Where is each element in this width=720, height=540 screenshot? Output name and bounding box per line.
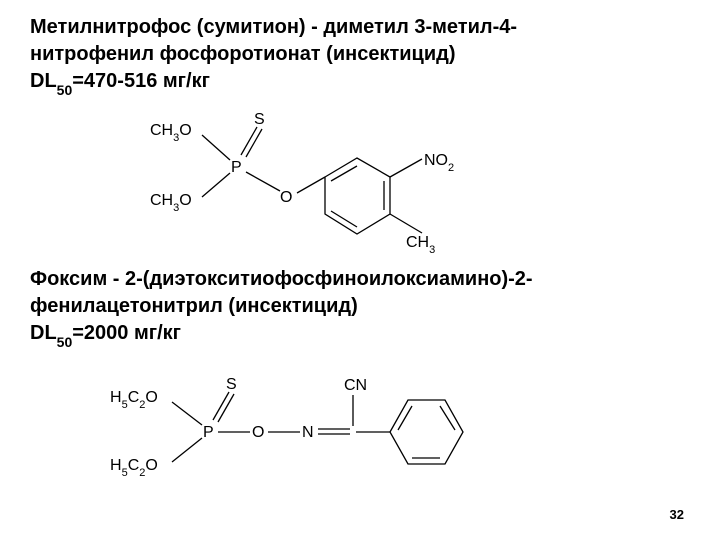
compound2-structure: H5C2O H5C2O P S O N CN: [110, 360, 560, 510]
svg-text:H5C2O: H5C2O: [110, 457, 158, 479]
svg-text:NO2: NO2: [424, 152, 454, 174]
c1-line1: Метилнитрофос (сумитион) - диметил 3-мет…: [30, 16, 517, 38]
svg-text:CH3O: CH3O: [150, 192, 192, 214]
compound1-structure: CH3O CH3O P S O NO2 CH3: [150, 105, 530, 255]
c2-dl: DL50=2000 мг/кг: [30, 322, 181, 344]
page-number: 32: [670, 507, 684, 522]
c1-line2: нитрофенил фосфоротионат (инсектицид): [30, 43, 456, 65]
svg-text:N: N: [302, 424, 314, 441]
svg-text:CN: CN: [344, 377, 367, 394]
svg-text:S: S: [254, 111, 265, 128]
svg-text:O: O: [280, 189, 292, 206]
c2-line1: Фоксим - 2-(диэтокситиофосфиноилоксиамин…: [30, 268, 533, 290]
svg-text:P: P: [203, 424, 214, 441]
svg-text:O: O: [252, 424, 264, 441]
c1-dl: DL50=470-516 мг/кг: [30, 70, 210, 92]
c2-line2: фенилацетонитрил (инсектицид): [30, 295, 358, 317]
compound1-name: Метилнитрофос (сумитион) - диметил 3-мет…: [30, 14, 690, 97]
svg-text:CH3O: CH3O: [150, 122, 192, 144]
svg-text:P: P: [231, 159, 242, 176]
svg-text:CH3: CH3: [406, 234, 435, 255]
compound2-name: Фоксим - 2-(диэтокситиофосфиноилоксиамин…: [30, 266, 690, 349]
svg-text:S: S: [226, 376, 237, 393]
svg-text:H5C2O: H5C2O: [110, 389, 158, 411]
